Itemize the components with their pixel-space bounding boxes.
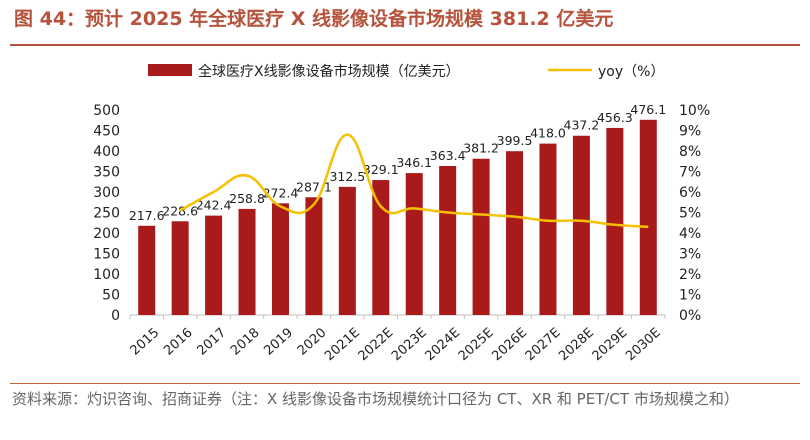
bar <box>572 135 590 315</box>
legend-bar-swatch <box>148 64 192 76</box>
x-axis-tick-label: 2027E <box>523 325 564 364</box>
x-axis-tick-label: 2017 <box>195 325 230 358</box>
bar-value-label: 242.4 <box>196 198 232 213</box>
title-divider <box>10 44 800 46</box>
bar <box>606 127 624 316</box>
bar-value-label: 346.1 <box>396 155 432 170</box>
y2-axis-tick-label: 9% <box>679 124 701 140</box>
bar-value-label: 363.4 <box>430 148 466 163</box>
y-axis-tick-label: 450 <box>93 124 120 140</box>
y2-axis-tick-label: 4% <box>679 226 701 242</box>
bar-value-label: 228.6 <box>162 203 198 218</box>
y-axis-tick-label: 100 <box>93 267 120 283</box>
y2-axis-tick-label: 0% <box>679 308 701 324</box>
x-axis-tick-label: 2026E <box>489 325 530 364</box>
y-axis-tick-label: 300 <box>93 185 120 201</box>
x-axis-tick-label: 2023E <box>389 325 430 364</box>
x-axis-tick-label: 2029E <box>590 325 631 364</box>
y-axis-tick-label: 50 <box>102 288 120 304</box>
x-axis-tick-label: 2019 <box>261 325 296 358</box>
legend-bar-label: 全球医疗X线影像设备市场规模（亿美元） <box>198 63 460 80</box>
y-axis-tick-label: 0 <box>111 308 120 324</box>
x-axis-tick-label: 2030E <box>623 325 664 364</box>
bar-value-label: 399.5 <box>497 133 533 148</box>
y-axis-tick-label: 250 <box>93 206 120 222</box>
x-axis-tick-label: 2015 <box>128 325 163 358</box>
y-axis-tick-label: 150 <box>93 247 120 263</box>
source-note: 资料来源：灼识咨询、招商证券（注：X 线影像设备市场规模统计口径为 CT、XR … <box>12 390 739 408</box>
x-axis-tick-label: 2028E <box>556 325 597 364</box>
bar-value-label: 272.4 <box>263 185 299 200</box>
x-axis-tick-label: 2024E <box>422 325 463 364</box>
bar <box>539 143 557 315</box>
bar <box>405 173 423 315</box>
bar <box>639 119 657 315</box>
bar-value-label: 287.1 <box>296 179 332 194</box>
bar <box>138 225 156 315</box>
y-axis-tick-label: 500 <box>93 103 120 119</box>
bar <box>472 158 490 315</box>
y2-axis-tick-label: 8% <box>679 144 701 160</box>
y2-axis-tick-label: 6% <box>679 185 701 201</box>
bar <box>271 203 289 315</box>
x-axis-tick-label: 2022E <box>356 325 397 364</box>
bar <box>439 166 457 315</box>
y-axis-tick-label: 400 <box>93 144 120 160</box>
x-axis-tick-label: 2025E <box>456 325 497 364</box>
bar-value-label: 418.0 <box>530 126 566 141</box>
yoy-line <box>179 133 649 229</box>
bar <box>205 215 223 315</box>
source-divider <box>10 383 800 384</box>
chart: 0 50 100 150 200 250 300 350 400 450 500 0% 1% 2% 3% 4%… <box>93 63 710 364</box>
bar-value-label: 456.3 <box>597 110 633 125</box>
x-axis-tick-label: 2016 <box>161 325 196 358</box>
bar <box>372 180 390 315</box>
y-axis-tick-label: 200 <box>93 226 120 242</box>
y2-axis-tick-label: 10% <box>679 103 710 119</box>
y2-axis-tick-label: 1% <box>679 288 701 304</box>
bar <box>506 151 524 315</box>
bar-value-label: 381.2 <box>463 141 499 156</box>
figure-title: 图 44：预计 2025 年全球医疗 X 线影像设备市场规模 381.2 亿美元 <box>14 8 614 30</box>
bar-value-label: 217.6 <box>129 208 165 223</box>
bar <box>305 197 323 315</box>
bar-value-label: 312.5 <box>329 169 365 184</box>
bar <box>338 186 356 315</box>
y2-axis-tick-label: 2% <box>679 267 701 283</box>
legend-line-label: yoy（%） <box>598 64 664 80</box>
bar <box>238 208 256 315</box>
bar-value-label: 329.1 <box>363 162 399 177</box>
y-axis-tick-label: 350 <box>93 165 120 181</box>
x-axis-tick-label: 2018 <box>228 325 263 358</box>
y2-axis-tick-label: 5% <box>679 206 701 222</box>
bar-value-label: 258.8 <box>229 191 265 206</box>
bar-value-label: 437.2 <box>564 118 600 133</box>
y2-axis-tick-label: 7% <box>679 165 701 181</box>
bar-value-label: 476.1 <box>630 102 666 117</box>
bar <box>171 221 189 315</box>
y2-axis-tick-label: 3% <box>679 247 701 263</box>
x-axis-tick-label: 2021E <box>322 325 363 364</box>
